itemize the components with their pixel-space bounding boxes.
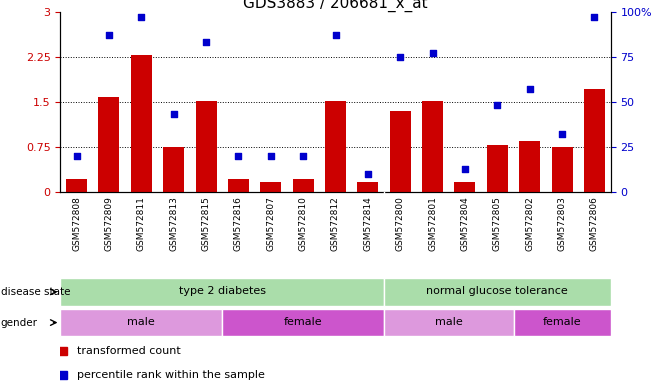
Point — [589, 14, 600, 20]
Title: GDS3883 / 206681_x_at: GDS3883 / 206681_x_at — [243, 0, 428, 12]
Text: GSM572805: GSM572805 — [493, 196, 502, 251]
Point — [427, 50, 438, 56]
Bar — [552, 147, 572, 192]
Text: GSM572810: GSM572810 — [299, 196, 307, 251]
Point — [168, 111, 179, 118]
Point — [362, 171, 373, 177]
Bar — [487, 145, 508, 192]
Bar — [454, 182, 476, 192]
Text: female: female — [543, 317, 581, 327]
Point — [524, 86, 535, 92]
Text: male: male — [127, 317, 155, 327]
Point — [557, 131, 568, 137]
Text: GSM572816: GSM572816 — [234, 196, 243, 251]
Text: GSM572801: GSM572801 — [428, 196, 437, 251]
Bar — [131, 55, 152, 192]
Bar — [519, 141, 540, 192]
Bar — [60, 278, 384, 306]
Text: type 2 diabetes: type 2 diabetes — [178, 286, 266, 296]
Bar — [195, 101, 217, 192]
Text: GSM572806: GSM572806 — [590, 196, 599, 251]
Bar — [260, 182, 281, 192]
Text: disease state: disease state — [1, 287, 70, 297]
Text: GSM572802: GSM572802 — [525, 196, 534, 251]
Text: percentile rank within the sample: percentile rank within the sample — [77, 370, 265, 380]
Bar — [384, 278, 611, 306]
Text: gender: gender — [1, 318, 38, 328]
Text: GSM572809: GSM572809 — [105, 196, 113, 251]
Bar — [228, 179, 249, 192]
Text: GSM572812: GSM572812 — [331, 196, 340, 251]
Bar — [222, 309, 384, 336]
Text: GSM572808: GSM572808 — [72, 196, 81, 251]
Bar — [60, 309, 222, 336]
Text: normal glucose tolerance: normal glucose tolerance — [427, 286, 568, 296]
Bar — [584, 89, 605, 192]
Bar — [66, 179, 87, 192]
Bar — [99, 97, 119, 192]
Text: GSM572804: GSM572804 — [460, 196, 470, 251]
Text: GSM572813: GSM572813 — [169, 196, 178, 251]
Point — [103, 32, 114, 38]
Text: GSM572815: GSM572815 — [201, 196, 211, 251]
Point — [71, 153, 82, 159]
Bar — [513, 309, 611, 336]
Bar — [293, 179, 313, 192]
Point — [395, 53, 405, 60]
Text: GSM572800: GSM572800 — [396, 196, 405, 251]
Point — [233, 153, 244, 159]
Point — [330, 32, 341, 38]
Bar — [422, 101, 443, 192]
Point — [492, 102, 503, 108]
Text: GSM572807: GSM572807 — [266, 196, 275, 251]
Text: GSM572803: GSM572803 — [558, 196, 566, 251]
Point — [201, 39, 211, 45]
Text: female: female — [284, 317, 323, 327]
Text: male: male — [435, 317, 463, 327]
Text: transformed count: transformed count — [77, 346, 180, 356]
Text: GSM572814: GSM572814 — [364, 196, 372, 251]
Point — [266, 153, 276, 159]
Point — [136, 14, 147, 20]
Bar — [358, 182, 378, 192]
Bar — [163, 147, 184, 192]
Bar — [384, 309, 513, 336]
Point — [460, 166, 470, 172]
Bar — [390, 111, 411, 192]
Bar — [325, 101, 346, 192]
Point — [298, 153, 309, 159]
Text: GSM572811: GSM572811 — [137, 196, 146, 251]
